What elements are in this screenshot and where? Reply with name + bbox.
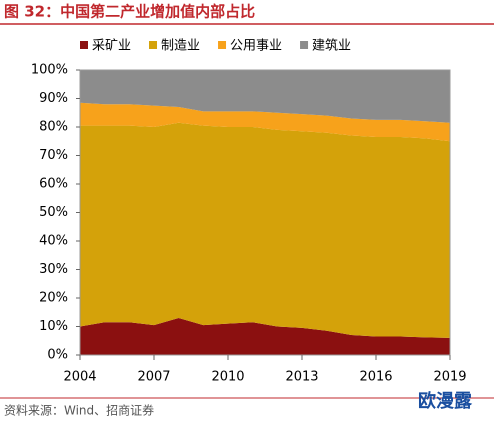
area	[80, 102, 450, 142]
legend-label: 公用事业	[230, 39, 282, 54]
y-tick-label: 10%	[39, 319, 68, 334]
y-tick-label: 70%	[39, 148, 68, 163]
legend-label: 采矿业	[92, 39, 131, 54]
legend-swatch	[300, 41, 309, 49]
source: 资料来源：Wind、招商证券	[4, 403, 154, 418]
legend-swatch	[149, 41, 158, 49]
legend-swatch	[218, 41, 227, 49]
y-tick-label: 30%	[39, 262, 68, 277]
y-tick-label: 60%	[39, 177, 68, 192]
y-tick-label: 0%	[47, 348, 68, 363]
x-tick-label: 2004	[63, 370, 96, 385]
chart-title: 图 32：中国第二产业增加值内部占比	[4, 3, 255, 21]
y-tick-label: 50%	[39, 205, 68, 220]
y-tick-label: 90%	[39, 91, 68, 106]
watermark: 欧漫露	[418, 390, 473, 412]
y-tick-label: 80%	[39, 120, 68, 135]
x-tick-label: 2013	[285, 370, 318, 385]
x-tick-label: 2019	[433, 370, 466, 385]
y-tick-label: 100%	[31, 63, 68, 78]
x-tick-label: 2010	[211, 370, 244, 385]
x-tick-label: 2016	[359, 370, 392, 385]
legend-swatch	[80, 41, 88, 49]
y-tick-label: 20%	[39, 291, 68, 306]
legend-label: 建筑业	[312, 38, 351, 54]
y-tick-label: 40%	[39, 234, 68, 249]
area	[80, 317, 450, 355]
area	[80, 122, 450, 338]
legend-label: 制造业	[161, 39, 200, 54]
area	[80, 70, 450, 123]
x-tick-label: 2007	[137, 370, 170, 385]
